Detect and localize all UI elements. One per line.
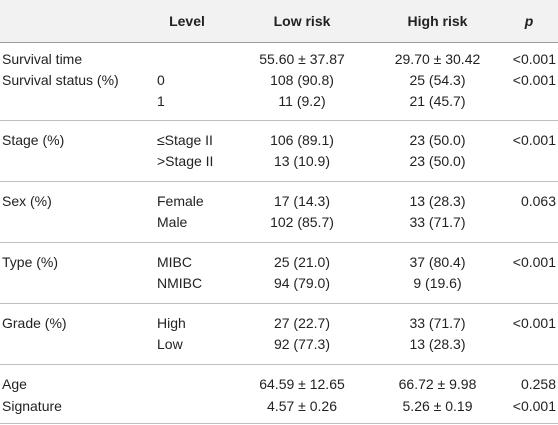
- row-p-value: <0.001: [512, 398, 556, 414]
- row-p-value: <0.001: [512, 132, 556, 148]
- group-divider: [0, 242, 558, 243]
- header-high-risk: High risk: [407, 13, 468, 29]
- group-divider: [0, 303, 558, 304]
- row-high-risk: 33 (71.7): [409, 214, 466, 230]
- row-level: 1: [157, 93, 165, 109]
- row-low-risk: 11 (9.2): [278, 93, 326, 109]
- row-level: ≤Stage II: [157, 132, 213, 148]
- row-low-risk: 108 (90.8): [270, 72, 334, 88]
- bottom-rule: [0, 423, 558, 424]
- row-high-risk: 9 (19.6): [413, 275, 462, 291]
- row-p-value: <0.001: [512, 51, 556, 67]
- row-p-value: 0.258: [520, 376, 556, 392]
- row-label: Grade (%): [2, 315, 67, 331]
- row-label: Age: [2, 376, 27, 392]
- row-low-risk: 17 (14.3): [273, 193, 331, 209]
- row-low-risk: 92 (77.3): [273, 336, 331, 352]
- row-high-risk: 13 (28.3): [409, 193, 466, 209]
- row-label: Survival time: [2, 51, 83, 67]
- row-low-risk: 106 (89.1): [270, 132, 334, 148]
- row-low-risk: 94 (79.0): [273, 275, 331, 291]
- row-high-risk: 37 (80.4): [409, 254, 466, 270]
- header-rule: [0, 42, 558, 43]
- table-header-band: [0, 0, 558, 42]
- row-level: MIBC: [157, 254, 192, 270]
- row-high-risk: 23 (50.0): [409, 153, 466, 169]
- row-low-risk: 102 (85.7): [270, 214, 334, 230]
- row-low-risk: 55.60 ± 37.87: [259, 51, 345, 67]
- row-high-risk: 25 (54.3): [409, 72, 466, 88]
- row-level: Male: [157, 214, 188, 230]
- group-divider: [0, 364, 558, 365]
- row-level: NMIBC: [157, 275, 203, 291]
- row-high-risk: 5.26 ± 0.19: [402, 398, 473, 414]
- row-low-risk: 13 (10.9): [273, 153, 331, 169]
- row-high-risk: 66.72 ± 9.98: [398, 376, 477, 392]
- row-p-value: <0.001: [512, 72, 556, 88]
- row-label: Signature: [2, 398, 62, 414]
- row-high-risk: 33 (71.7): [409, 315, 466, 331]
- row-p-value: <0.001: [512, 315, 556, 331]
- row-label: Survival status (%): [2, 72, 119, 88]
- row-low-risk: 4.57 ± 0.26: [267, 398, 337, 414]
- row-low-risk: 27 (22.7): [273, 315, 331, 331]
- header-level: Level: [169, 13, 205, 29]
- header-low-risk: Low risk: [273, 13, 331, 29]
- row-low-risk: 25 (21.0): [273, 254, 331, 270]
- row-label: Type (%): [2, 254, 59, 270]
- row-high-risk: 21 (45.7): [409, 93, 466, 109]
- row-high-risk: 13 (28.3): [409, 336, 466, 352]
- row-level: Female: [157, 193, 204, 209]
- row-high-risk: 23 (50.0): [409, 132, 466, 148]
- row-low-risk: 64.59 ± 12.65: [259, 376, 345, 392]
- row-level: High: [157, 315, 186, 331]
- group-divider: [0, 120, 558, 121]
- row-level: Low: [157, 336, 183, 352]
- row-p-value: <0.001: [512, 254, 556, 270]
- row-label: Sex (%): [2, 193, 52, 209]
- row-high-risk: 29.70 ± 30.42: [394, 51, 481, 67]
- row-p-value: 0.063: [520, 193, 556, 209]
- row-level: 0: [157, 72, 165, 88]
- row-label: Stage (%): [2, 132, 65, 148]
- row-level: >Stage II: [157, 153, 214, 169]
- header-p-value: p: [524, 13, 534, 29]
- group-divider: [0, 181, 558, 182]
